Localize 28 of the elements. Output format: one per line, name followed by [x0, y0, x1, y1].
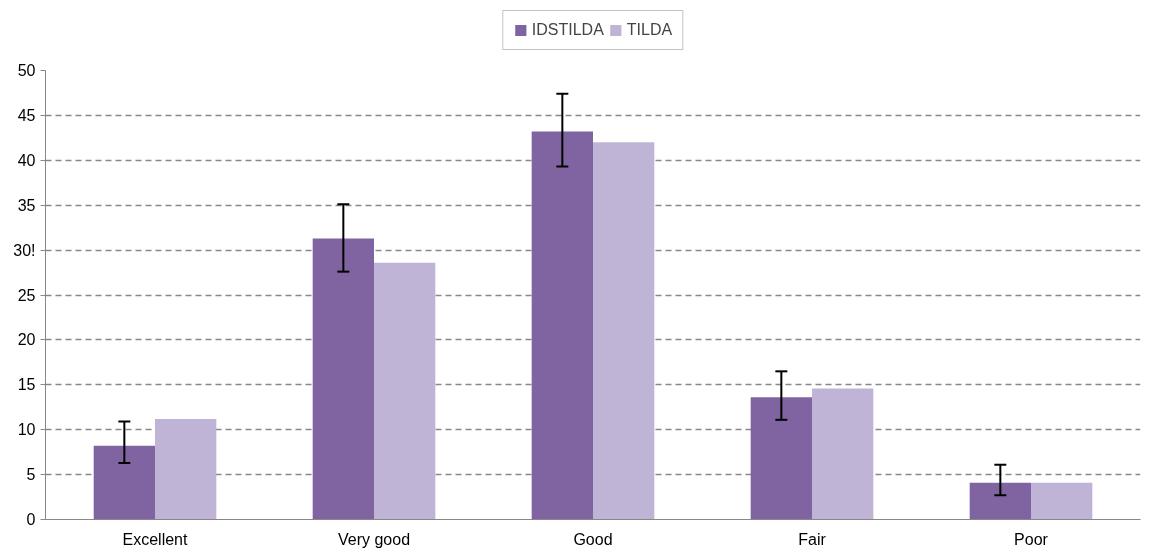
bar — [969, 482, 1031, 520]
y-tick-label: 10 — [17, 421, 36, 439]
legend-label: IDSTILDA — [531, 21, 604, 39]
x-tick-label: Good — [573, 530, 613, 548]
y-tick-label: 50 — [17, 62, 36, 79]
y-tick-label: 45 — [17, 106, 36, 124]
y-tick-label: 30! — [13, 241, 36, 259]
bar — [374, 262, 436, 520]
y-tick-label: 0 — [26, 511, 36, 528]
bar — [593, 142, 655, 520]
bar — [312, 238, 374, 520]
y-tick-label: 40 — [17, 151, 36, 169]
bar — [531, 131, 593, 520]
x-tick-label: Excellent — [122, 530, 189, 548]
y-tick-label: 35 — [17, 196, 36, 214]
bar — [812, 388, 874, 520]
y-tick-label: 20 — [17, 331, 36, 349]
legend-label: TILDA — [626, 21, 673, 39]
y-tick-label: 15 — [17, 376, 36, 394]
x-tick-label: Very good — [337, 530, 411, 548]
bar — [1031, 482, 1093, 520]
y-tick-label: 25 — [17, 286, 36, 304]
x-tick-label: Poor — [1014, 530, 1049, 548]
y-tick-label: 5 — [26, 466, 36, 484]
x-tick-label: Fair — [798, 530, 827, 548]
bar — [155, 418, 217, 520]
bar — [750, 397, 812, 520]
bar — [93, 445, 155, 520]
